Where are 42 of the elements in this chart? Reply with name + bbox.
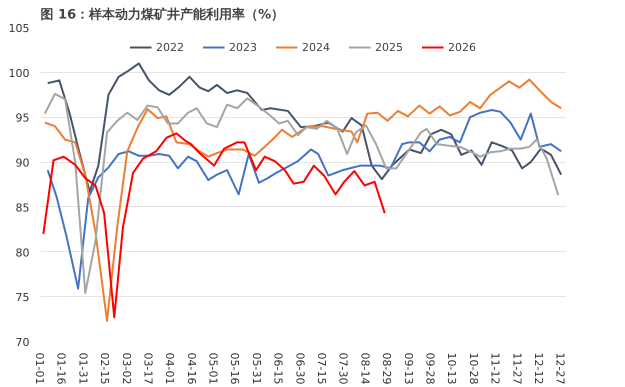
x-tick-label: 01-16: [54, 352, 68, 384]
line-series: [42, 132, 386, 318]
y-tick-label: 105: [8, 22, 30, 35]
x-tick-label: 06-30: [293, 352, 306, 384]
y-tick-label: 85: [16, 201, 30, 214]
x-tick-label: 05-16: [228, 352, 242, 384]
y-tick-label: 70: [16, 336, 30, 349]
x-tick-label: 04-16: [184, 352, 198, 384]
x-tick-label: 07-15: [315, 352, 328, 384]
x-tick-label: 01-01: [33, 352, 46, 384]
x-tick-label: 10-13: [445, 352, 458, 384]
x-tick-label: 08-29: [380, 352, 394, 384]
legend-label: 2026: [448, 40, 476, 54]
legend-label: 2023: [229, 40, 257, 54]
legend-label: 2022: [156, 40, 184, 54]
y-tick-label: 100: [8, 66, 30, 80]
x-tick-label: 08-14: [358, 352, 372, 384]
x-tick-label: 02-15: [98, 352, 112, 384]
x-tick-label: 12-27: [554, 352, 567, 384]
x-tick-label: 11-12: [488, 352, 502, 384]
y-tick-label: 75: [16, 291, 30, 304]
x-tick-label: 03-02: [120, 352, 133, 384]
x-tick-label: 07-30: [336, 352, 350, 384]
x-tick-label: 09-28: [423, 352, 436, 384]
x-tick-label: 12-12: [532, 352, 545, 384]
line-series: [46, 62, 562, 193]
line-series: [44, 78, 562, 322]
x-tick-label: 01-31: [76, 352, 90, 384]
y-tick-label: 80: [16, 246, 30, 260]
y-tick-label: 95: [16, 112, 30, 125]
x-tick-label: 05-01: [206, 352, 220, 384]
x-tick-label: 10-28: [466, 352, 480, 384]
y-tick-label: 90: [16, 156, 30, 170]
legend-label: 2024: [302, 40, 330, 54]
x-tick-label: 06-15: [272, 352, 285, 384]
legend-label: 2025: [375, 40, 403, 54]
x-tick-label: 03-17: [141, 352, 154, 384]
x-tick-label: 04-01: [163, 352, 176, 384]
x-tick-label: 05-31: [250, 352, 263, 384]
x-tick-label: 09-13: [402, 352, 415, 384]
chart-title: 图 16：样本动力煤矿井产能利用率（%）: [40, 6, 284, 22]
x-tick-label: 11-27: [510, 352, 524, 384]
